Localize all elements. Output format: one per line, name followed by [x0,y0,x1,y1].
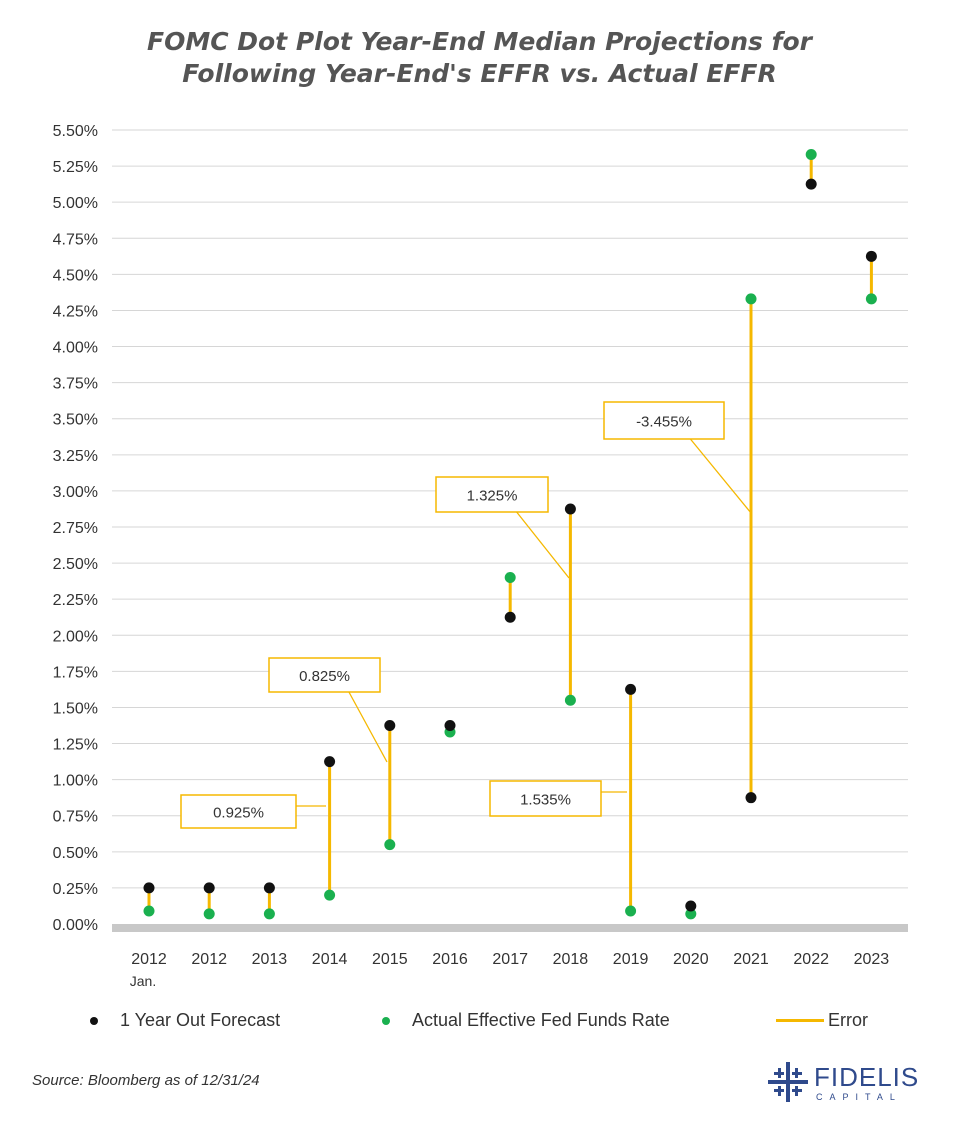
forecast-point [143,882,155,894]
annotation-label: 1.325% [467,488,518,505]
actual-effr-point [263,908,275,920]
actual-effr-point [324,889,336,901]
y-tick-label: 3.25% [53,448,98,465]
forecast-point [685,900,697,912]
annotation-label: -3.455% [636,414,692,431]
x-tick-label: 2015 [372,951,408,968]
title-line-2: Following Year-End's EFFR vs. Actual EFF… [182,59,777,88]
x-tick-label: 2012 [131,951,167,968]
forecast-point [263,882,275,894]
forecast-point [444,720,456,731]
annotation-label: 0.825% [299,668,350,685]
source-note: Source: Bloomberg as of 12/31/24 [32,1072,260,1089]
x-tick-label: 2019 [613,951,649,968]
annotation-box [603,401,725,440]
y-tick-label: 4.75% [53,231,98,248]
y-tick-label: 2.00% [53,628,98,645]
dot-plot-chart: 0.00% 0.25% 0.50% 0.75% 1.00% 1.25% 1.50% 1.75%… [53,123,908,989]
annotation-label: 0.925% [213,805,264,822]
actual-effr-point [384,839,396,851]
x-tick-sublabel: Jan. [130,973,156,989]
legend-label-forecast: 1 Year Out Forecast [120,1010,281,1030]
chart-legend: 1 Year Out Forecast Actual Effective Fed… [0,1010,959,1038]
fidelis-logo: FIDELIS CAPITAL [766,1060,936,1108]
y-tick-label: 3.50% [53,412,98,429]
forecast-point [564,503,576,515]
fidelis-logo-icon [768,1062,808,1102]
annotation-leader [348,691,388,763]
y-tick-label: 0.25% [53,881,98,898]
annotation-box [180,794,297,829]
actual-effr-point [564,694,576,706]
x-tick-label: 2020 [673,951,709,968]
title-line-1: FOMC Dot Plot Year-End Median Projection… [147,27,812,56]
legend-marker-actual [382,1016,390,1025]
y-tick-label: 0.50% [53,845,98,862]
y-tick-label: 1.75% [53,664,98,681]
forecast-point [203,882,215,894]
chart-title: FOMC Dot Plot Year-End Median Projection… [0,26,959,90]
x-axis-baseline [112,924,908,932]
y-tick-label: 3.75% [53,376,98,393]
x-tick-label: 2014 [312,951,348,968]
y-tick-label: 5.00% [53,195,98,212]
actual-effr-point [504,572,516,584]
forecast-point [745,792,757,804]
legend-marker-error [776,1019,824,1022]
y-tick-label: 2.50% [53,556,98,573]
x-tick-label: 2017 [492,951,528,968]
forecast-point [865,250,877,262]
y-tick-label: 1.25% [53,737,98,754]
y-tick-label: 1.50% [53,700,98,717]
actual-effr-point [143,905,155,917]
y-tick-label: 1.00% [53,773,98,790]
forecast-point [504,611,516,623]
actual-effr-point [685,908,697,920]
y-tick-label: 5.25% [53,159,98,176]
x-tick-label: 2012 [191,951,227,968]
y-tick-label: 5.50% [53,123,98,140]
actual-effr-point [203,908,215,920]
annotation-box [489,780,602,817]
y-tick-label: 3.00% [53,484,98,501]
legend-label-error: Error [828,1010,868,1030]
y-tick-label: 0.00% [53,917,98,934]
annotation-box [268,657,381,693]
y-tick-label: 4.25% [53,303,98,320]
actual-effr-point [625,905,637,917]
legend-label-actual: Actual Effective Fed Funds Rate [412,1010,670,1030]
legend-item-actual: Actual Effective Fed Funds Rate [382,1010,670,1031]
annotation-leader [689,438,752,514]
annotation-leader [516,511,570,579]
x-tick-label: 2016 [432,951,468,968]
y-tick-label: 0.75% [53,809,98,826]
actual-effr-point [805,149,817,161]
logo-subtitle: CAPITAL [816,1092,902,1102]
legend-item-forecast: 1 Year Out Forecast [90,1010,280,1031]
forecast-point [384,720,396,731]
y-tick-label: 2.25% [53,592,98,609]
forecast-point [625,683,637,695]
x-tick-label: 2021 [733,951,769,968]
actual-effr-point [745,293,757,305]
y-tick-label: 2.75% [53,520,98,537]
x-tick-label: 2022 [793,951,829,968]
legend-marker-forecast [90,1016,98,1025]
legend-item-error: Error [776,1010,868,1031]
logo-wordmark: FIDELIS [814,1062,920,1092]
forecast-point [805,178,817,190]
y-tick-label: 4.00% [53,340,98,357]
x-tick-label: 2013 [252,951,288,968]
annotation-label: 1.535% [520,792,571,809]
actual-effr-point [865,293,877,305]
x-tick-label: 2023 [854,951,890,968]
y-tick-label: 4.50% [53,267,98,284]
forecast-point [324,756,336,768]
annotation-box [435,476,549,513]
x-tick-label: 2018 [553,951,589,968]
